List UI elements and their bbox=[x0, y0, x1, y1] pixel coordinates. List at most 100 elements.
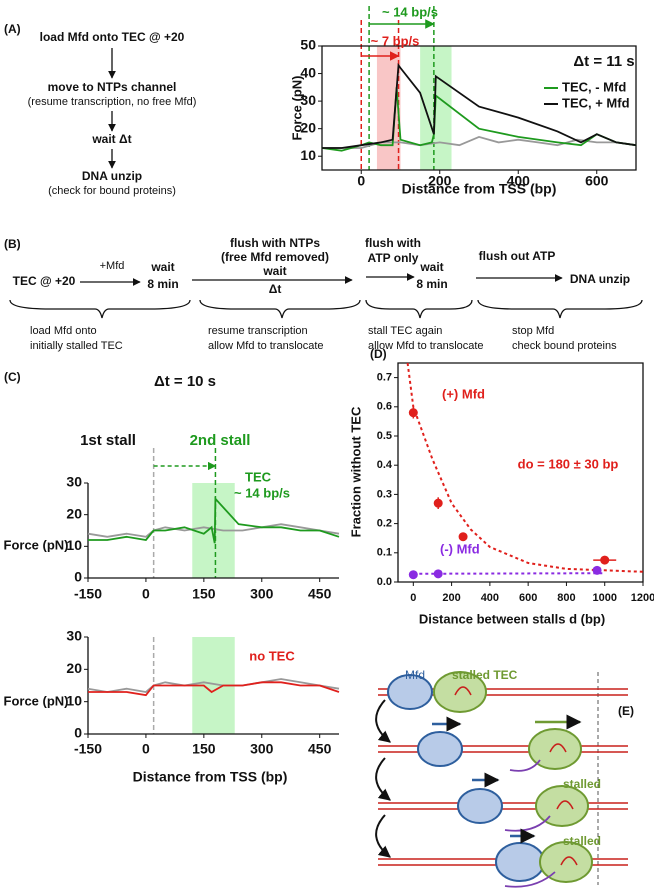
x-tick-label: 0 bbox=[410, 592, 416, 604]
y-tick-label: 30 bbox=[66, 474, 82, 490]
trace bbox=[322, 62, 637, 149]
y-tick-label: 20 bbox=[66, 505, 82, 521]
x-tick-label: 400 bbox=[481, 592, 499, 604]
timeline-text: flush out ATP bbox=[479, 249, 556, 263]
shaded-band bbox=[376, 46, 401, 170]
flowchart-a: load Mfd onto TEC @ +20 move to NTPs cha… bbox=[28, 30, 197, 197]
y-tick-label: 0.2 bbox=[377, 518, 392, 530]
annotation: 2nd stall bbox=[190, 432, 251, 449]
y-tick-label: 50 bbox=[300, 37, 316, 53]
x-tick-label: 300 bbox=[250, 586, 274, 602]
x-tick-label: -150 bbox=[74, 586, 102, 602]
flow-step: DNA unzip bbox=[82, 169, 142, 183]
chart-title: Δt = 10 s bbox=[154, 373, 216, 390]
diagram-label: stalled bbox=[563, 777, 601, 791]
panel-labels: (A) (B) (C) (D) (E) bbox=[4, 22, 634, 718]
annotation: do = 180 ± 30 bp bbox=[518, 456, 619, 471]
motion-arrows bbox=[432, 714, 582, 844]
x-tick-label: 0 bbox=[357, 173, 365, 189]
phase-text: stop Mfd bbox=[512, 325, 554, 337]
timeline-b: TEC @ +20 +Mfd wait 8 min flush with NTP… bbox=[9, 236, 643, 352]
x-tick-label: 150 bbox=[192, 586, 216, 602]
x-tick-label: 200 bbox=[428, 173, 452, 189]
data-point bbox=[592, 565, 602, 575]
phase-text: allow Mfd to translocate bbox=[208, 340, 324, 352]
y-tick-label: 0.0 bbox=[377, 576, 392, 588]
flow-note: (check for bound proteins) bbox=[48, 185, 176, 197]
timeline-text: ATP only bbox=[368, 251, 419, 265]
y-axis-label: Force (pN) bbox=[4, 693, 69, 708]
flow-step: move to NTPs channel bbox=[48, 80, 177, 94]
y-tick-label: 0.6 bbox=[377, 401, 392, 413]
timeline-text: DNA unzip bbox=[570, 272, 630, 286]
phase-text: initially stalled TEC bbox=[30, 340, 123, 352]
annotation: no TEC bbox=[249, 648, 295, 663]
timeline-text: wait bbox=[150, 260, 174, 274]
x-tick-label: 450 bbox=[308, 741, 332, 757]
y-tick-label: 0.1 bbox=[377, 547, 392, 559]
legend-label: TEC, + Mfd bbox=[562, 95, 630, 110]
timeline-text: 8 min bbox=[147, 277, 178, 291]
annotation: ~ 14 bp/s bbox=[234, 485, 290, 500]
x-tick-label: 150 bbox=[192, 741, 216, 757]
timeline-text: Δt bbox=[269, 282, 282, 296]
y-axis-label: Fraction without TEC bbox=[348, 406, 363, 537]
trace bbox=[88, 496, 340, 544]
trace bbox=[87, 523, 340, 538]
series-label: (+) Mfd bbox=[442, 386, 485, 401]
timeline-text: 8 min bbox=[416, 277, 447, 291]
y-tick-label: 0 bbox=[74, 569, 82, 585]
data-point bbox=[408, 408, 418, 418]
x-axis-label: Distance from TSS (bp) bbox=[402, 181, 557, 197]
annotation: ~ 7 bp/s bbox=[371, 33, 420, 48]
step-arrows bbox=[375, 699, 391, 858]
data-point bbox=[433, 569, 443, 579]
trace bbox=[87, 678, 340, 693]
series-label: (-) Mfd bbox=[440, 541, 480, 556]
x-tick-label: 300 bbox=[250, 741, 274, 757]
x-tick-label: 450 bbox=[308, 586, 332, 602]
x-tick-label: 600 bbox=[519, 592, 537, 604]
y-tick-label: 10 bbox=[300, 147, 316, 163]
chart-title: Δt = 11 s bbox=[573, 53, 634, 70]
panel-label: (A) bbox=[4, 22, 21, 36]
y-axis-label: Force (pN) bbox=[4, 537, 69, 552]
axis-frame bbox=[397, 362, 644, 583]
x-tick-label: 1200 bbox=[631, 592, 654, 604]
x-tick-label: 0 bbox=[142, 586, 150, 602]
phase-text: load Mfd onto bbox=[30, 325, 97, 337]
timeline-text: wait bbox=[419, 260, 443, 274]
annotation: ~ 14 bp/s bbox=[382, 4, 438, 19]
x-tick-label: 400 bbox=[507, 173, 531, 189]
phase-texts: load Mfd onto initially stalled TEC resu… bbox=[30, 325, 617, 352]
annotation: 1st stall bbox=[80, 432, 136, 449]
y-tick-label: 0.5 bbox=[377, 430, 392, 442]
panel-label: (D) bbox=[370, 347, 387, 361]
y-tick-label: 10 bbox=[66, 537, 82, 553]
y-axis-label: Force (pN) bbox=[289, 76, 304, 141]
panel-label: (B) bbox=[4, 237, 21, 251]
timeline-text: flush with bbox=[365, 236, 421, 250]
y-tick-label: 0.4 bbox=[377, 459, 393, 471]
phase-text: resume transcription bbox=[208, 325, 308, 337]
diagram-label: stalled TEC bbox=[452, 668, 518, 682]
y-tick-label: 0 bbox=[74, 725, 82, 741]
timeline-text: wait bbox=[262, 264, 286, 278]
rna-loops bbox=[454, 686, 578, 866]
diagram-e: Mfd stalled TEC stalled stalled bbox=[375, 668, 628, 888]
y-tick-label: 30 bbox=[300, 92, 316, 108]
x-tick-label: 600 bbox=[585, 173, 609, 189]
x-axis-label: Distance between stalls d (bp) bbox=[419, 611, 605, 626]
x-tick-label: 1000 bbox=[592, 592, 616, 604]
timeline-text: TEC @ +20 bbox=[13, 274, 76, 288]
data-point bbox=[600, 555, 610, 565]
flow-note: (resume transcription, no free Mfd) bbox=[28, 96, 197, 108]
trace bbox=[88, 681, 340, 697]
fit-curve bbox=[406, 362, 644, 573]
y-tick-label: 20 bbox=[66, 660, 82, 676]
data-point bbox=[433, 498, 443, 508]
x-tick-label: 200 bbox=[442, 592, 460, 604]
data-point bbox=[458, 532, 468, 542]
braces bbox=[9, 299, 643, 319]
